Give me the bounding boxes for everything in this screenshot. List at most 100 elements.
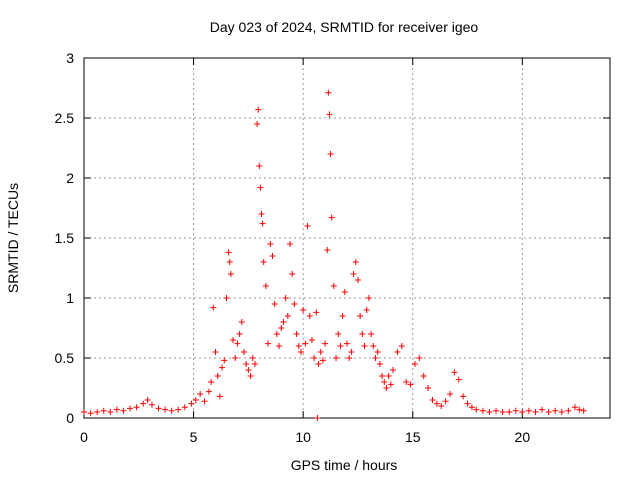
x-axis-tick-labels: 0 5 10 15 20 xyxy=(80,429,530,445)
y-tick-label: 1.5 xyxy=(55,230,75,246)
data-point xyxy=(148,401,155,408)
data-point xyxy=(451,369,458,376)
data-point xyxy=(379,373,386,379)
data-point xyxy=(293,331,300,337)
data-point xyxy=(493,407,500,414)
data-point xyxy=(94,409,101,415)
data-point xyxy=(192,397,199,403)
data-point xyxy=(580,407,587,414)
data-point xyxy=(280,319,287,325)
y-tick-label: 3 xyxy=(66,50,74,66)
data-point xyxy=(306,313,313,319)
data-point xyxy=(181,404,188,411)
data-point xyxy=(326,111,333,118)
data-point xyxy=(506,409,513,415)
data-point xyxy=(314,415,321,421)
data-point xyxy=(219,364,226,371)
data-point xyxy=(354,277,361,283)
data-point xyxy=(223,295,230,301)
data-point xyxy=(247,373,254,379)
data-point xyxy=(519,409,526,415)
data-point xyxy=(460,393,467,400)
data-point xyxy=(337,343,344,349)
data-point xyxy=(324,247,331,253)
grid-lines xyxy=(84,58,610,418)
data-point xyxy=(162,406,169,413)
y-axis-tick-labels: 0 0.5 1 1.5 2 2.5 3 xyxy=(55,50,75,426)
data-point xyxy=(438,403,445,409)
data-point xyxy=(255,106,262,113)
data-point xyxy=(387,381,394,388)
data-point xyxy=(429,397,436,403)
data-point xyxy=(525,407,532,414)
data-point xyxy=(532,409,539,415)
data-point xyxy=(100,407,107,414)
data-point xyxy=(372,355,379,361)
data-point xyxy=(407,381,414,388)
data-point xyxy=(197,391,204,397)
data-point xyxy=(140,400,147,407)
x-axis-label: GPS time / hours xyxy=(291,457,398,473)
data-point xyxy=(284,313,291,319)
data-point xyxy=(317,349,324,355)
data-point xyxy=(188,400,195,407)
data-point xyxy=(390,367,397,373)
data-point xyxy=(539,406,546,413)
axis-ticks xyxy=(83,57,610,419)
data-point xyxy=(322,340,329,347)
data-point xyxy=(344,340,350,347)
data-point xyxy=(249,355,256,361)
data-point xyxy=(479,407,486,414)
data-point xyxy=(319,357,326,364)
data-point xyxy=(127,405,134,412)
data-point xyxy=(357,313,364,319)
data-point xyxy=(374,349,381,355)
data-point xyxy=(545,409,552,415)
data-point xyxy=(376,361,383,367)
data-point xyxy=(473,406,480,413)
data-point xyxy=(368,331,375,337)
data-point xyxy=(236,331,243,337)
data-point xyxy=(208,379,215,385)
data-point xyxy=(339,313,346,319)
data-point xyxy=(269,253,276,259)
x-tick-label: 15 xyxy=(405,429,421,445)
data-point xyxy=(225,249,232,256)
y-tick-label: 0.5 xyxy=(55,350,75,366)
data-point xyxy=(468,404,475,411)
data-point xyxy=(512,407,519,414)
data-point xyxy=(370,343,377,349)
data-point xyxy=(245,367,252,373)
data-point xyxy=(300,307,307,313)
data-point xyxy=(565,407,572,414)
data-point xyxy=(107,409,114,415)
data-point xyxy=(210,304,217,311)
data-point xyxy=(552,407,559,414)
data-point xyxy=(350,271,357,277)
data-point xyxy=(287,241,294,247)
y-tick-label: 0 xyxy=(66,410,74,426)
data-point xyxy=(348,349,355,355)
data-point xyxy=(271,301,278,307)
data-point xyxy=(327,151,334,157)
data-point xyxy=(398,343,405,349)
data-point xyxy=(297,349,304,355)
data-point xyxy=(168,407,175,414)
data-point xyxy=(425,385,432,391)
chart-title: Day 023 of 2024, SRMTID for receiver ige… xyxy=(210,19,479,35)
data-point xyxy=(256,163,263,169)
data-point xyxy=(571,404,578,411)
data-point xyxy=(273,331,280,337)
data-point xyxy=(216,393,223,400)
data-point xyxy=(226,259,233,265)
data-point xyxy=(120,407,127,414)
data-point xyxy=(304,223,311,229)
data-point xyxy=(361,343,368,349)
data-point xyxy=(238,319,245,325)
data-point xyxy=(447,391,454,397)
data-point xyxy=(365,295,372,301)
y-tick-label: 1 xyxy=(66,290,74,306)
data-point xyxy=(133,404,140,411)
data-point xyxy=(291,301,298,307)
